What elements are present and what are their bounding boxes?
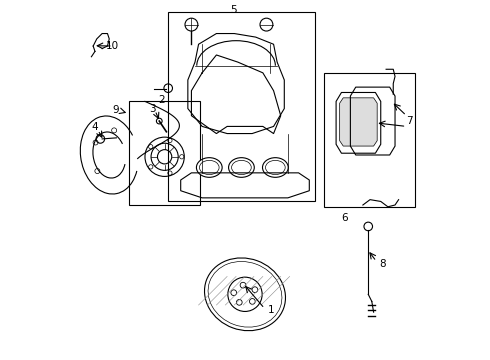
Bar	[168, 12, 315, 202]
Circle shape	[364, 222, 372, 231]
Text: 2: 2	[158, 95, 165, 105]
Ellipse shape	[228, 158, 254, 177]
Text: 7: 7	[406, 116, 413, 126]
Text: 5: 5	[230, 5, 237, 15]
Text: 1: 1	[268, 305, 275, 315]
Text: 3: 3	[149, 104, 155, 113]
Text: 10: 10	[106, 41, 119, 51]
Bar	[323, 73, 415, 207]
Polygon shape	[340, 98, 377, 146]
Text: 6: 6	[342, 212, 348, 222]
Bar	[129, 102, 200, 205]
Text: 8: 8	[379, 259, 386, 269]
Ellipse shape	[263, 158, 288, 177]
Text: 4: 4	[92, 122, 98, 132]
Circle shape	[156, 118, 162, 124]
Text: 9: 9	[113, 105, 119, 115]
Ellipse shape	[204, 258, 286, 331]
Ellipse shape	[196, 158, 222, 177]
